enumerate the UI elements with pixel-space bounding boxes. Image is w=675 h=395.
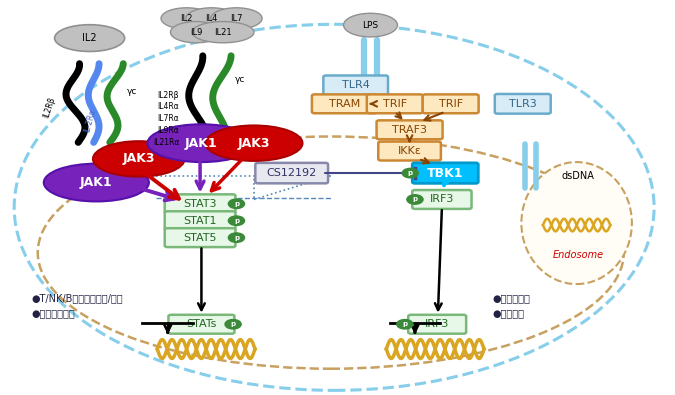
Text: TLR3: TLR3 [509,99,537,109]
Text: IKKε: IKKε [398,146,421,156]
Text: IL2: IL2 [82,33,97,43]
Text: JAK3: JAK3 [123,152,155,166]
Text: dsDNA: dsDNA [562,171,595,181]
FancyBboxPatch shape [323,75,388,95]
Text: Endosome: Endosome [552,250,603,260]
Text: STAT3: STAT3 [184,199,217,209]
Text: JAK1: JAK1 [80,176,113,189]
Ellipse shape [55,25,125,51]
Text: IL4Rα: IL4Rα [157,102,179,111]
Text: p: p [234,218,239,224]
Text: p: p [234,235,239,241]
Text: IL2: IL2 [180,14,193,23]
Text: CS12192: CS12192 [267,168,317,178]
Circle shape [225,320,241,329]
Text: IL7: IL7 [230,14,243,23]
Text: TRAF3: TRAF3 [392,125,427,135]
Text: TBK1: TBK1 [427,167,464,180]
Ellipse shape [521,162,632,284]
Circle shape [228,199,244,209]
Text: TRIF: TRIF [383,99,407,109]
Circle shape [397,320,413,329]
Text: IL4: IL4 [205,14,218,23]
Text: γc: γc [127,87,137,96]
Text: JAK1: JAK1 [185,137,218,150]
FancyBboxPatch shape [165,211,236,230]
Text: IRF3: IRF3 [430,194,454,205]
Text: IL9Rα: IL9Rα [157,126,179,135]
Text: STAT5: STAT5 [184,233,217,243]
Text: p: p [408,170,413,176]
FancyBboxPatch shape [408,315,466,334]
Text: TRAM: TRAM [329,99,360,109]
FancyBboxPatch shape [165,228,236,247]
Circle shape [407,195,423,204]
Text: p: p [402,321,408,327]
Text: IL21Rα: IL21Rα [153,138,179,147]
Ellipse shape [192,22,254,43]
Text: IL9: IL9 [190,28,202,37]
Ellipse shape [93,141,184,177]
Text: ●T/NK/B淡巴细胞分化/增殖: ●T/NK/B淡巴细胞分化/增殖 [31,293,123,303]
Text: p: p [412,196,418,203]
Text: p: p [234,201,239,207]
Text: p: p [231,321,236,327]
Text: STAT1: STAT1 [184,216,217,226]
Text: γc: γc [235,75,246,84]
Circle shape [228,216,244,226]
FancyBboxPatch shape [412,163,479,183]
Text: ●免疫记忆维持: ●免疫记忆维持 [31,308,75,319]
Text: LPS: LPS [362,21,379,30]
Ellipse shape [148,124,255,162]
Text: JAK3: JAK3 [238,137,270,150]
Text: IL-2Rα: IL-2Rα [82,108,97,134]
Text: IL7Rα: IL7Rα [157,114,179,123]
Ellipse shape [211,8,262,29]
Text: IL2Rβ: IL2Rβ [42,95,57,118]
Ellipse shape [344,13,398,37]
Text: IRF3: IRF3 [425,319,450,329]
Text: IL21: IL21 [214,28,232,37]
Ellipse shape [171,22,221,43]
Ellipse shape [186,8,237,29]
FancyBboxPatch shape [423,94,479,113]
Ellipse shape [44,164,149,201]
Text: TLR4: TLR4 [342,80,370,90]
FancyBboxPatch shape [367,94,423,113]
Text: IL2Rβ: IL2Rβ [158,91,179,100]
Ellipse shape [205,126,302,161]
FancyBboxPatch shape [378,141,441,160]
Circle shape [228,233,244,243]
FancyBboxPatch shape [377,120,443,139]
Text: TRIF: TRIF [439,99,463,109]
Circle shape [402,168,418,178]
Ellipse shape [161,8,212,29]
FancyBboxPatch shape [412,190,472,209]
FancyBboxPatch shape [165,194,236,213]
FancyBboxPatch shape [255,163,328,183]
Text: STATs: STATs [186,319,217,329]
FancyBboxPatch shape [169,315,234,334]
Text: ●抗感染免疫: ●抗感染免疫 [493,293,531,303]
FancyBboxPatch shape [495,94,551,114]
FancyBboxPatch shape [312,94,377,113]
Text: ●炎症反应: ●炎症反应 [493,308,524,319]
